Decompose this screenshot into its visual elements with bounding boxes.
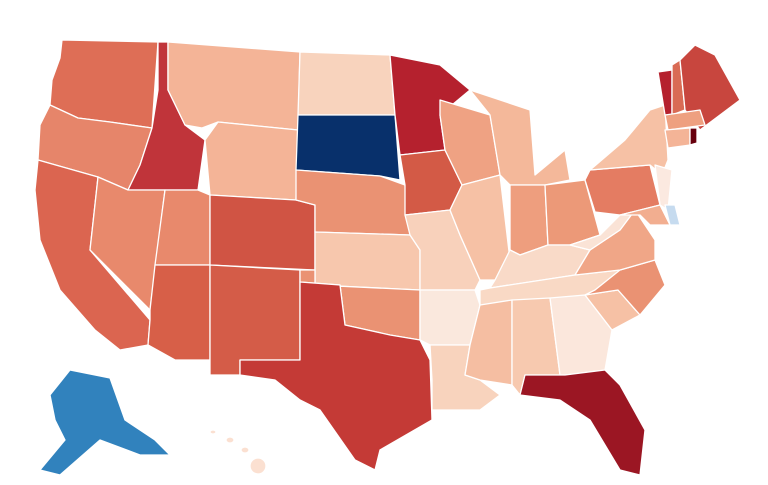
- state-ks: [314, 231, 421, 291]
- state-ma: [664, 109, 706, 131]
- state-hi-island: [240, 446, 250, 454]
- state-mi: [469, 89, 571, 186]
- state-hi-island: [225, 436, 235, 444]
- state-hi: [209, 429, 267, 475]
- state-ar: [419, 289, 481, 346]
- state-il: [449, 174, 511, 281]
- state-hi-island: [249, 457, 267, 475]
- state-ny: [589, 104, 669, 176]
- state-de: [664, 204, 681, 226]
- state-wy: [204, 121, 299, 201]
- state-nd: [297, 51, 396, 116]
- state-ct: [664, 127, 691, 149]
- state-in: [509, 184, 549, 256]
- state-hi-island: [209, 429, 217, 435]
- state-ak: [39, 369, 171, 476]
- state-nm: [209, 264, 301, 376]
- state-me: [679, 44, 741, 131]
- state-az: [147, 264, 211, 361]
- state-md: [619, 204, 671, 226]
- state-ut: [154, 189, 211, 266]
- state-mt: [167, 41, 301, 131]
- state-co: [209, 194, 316, 271]
- state-sd: [295, 114, 401, 181]
- state-ri: [689, 127, 698, 146]
- state-fl: [519, 369, 646, 476]
- state-tx: [239, 281, 433, 471]
